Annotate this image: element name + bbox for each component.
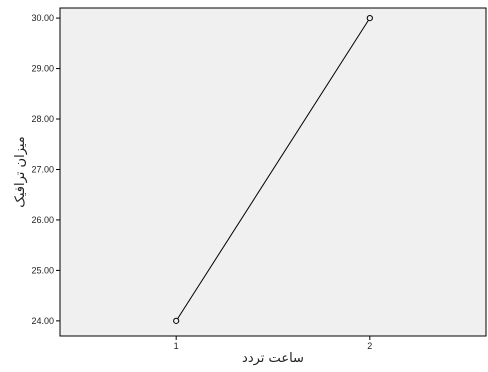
y-tick-label: 25.00: [31, 265, 54, 275]
x-tick-label: 1: [174, 341, 179, 351]
series-layer: [173, 14, 373, 324]
data-point: [173, 317, 180, 324]
plot-area: [59, 7, 487, 337]
series-line: [175, 17, 371, 322]
y-axis: 24.00 25.00 26.00 27.00 28.00 29.00 30.00: [31, 13, 60, 326]
x-axis-title: ساعت تردد: [242, 351, 304, 366]
y-tick-label: 24.00: [31, 316, 54, 326]
y-tick-label: 28.00: [31, 114, 54, 124]
x-tick-label: 2: [367, 341, 372, 351]
y-tick-label: 27.00: [31, 164, 54, 174]
y-tick-label: 29.00: [31, 64, 54, 74]
data-point: [366, 14, 373, 22]
y-tick-label: 26.00: [31, 215, 54, 225]
y-tick-label: 30.00: [31, 13, 54, 23]
y-axis-title: میزان ترافیک: [13, 136, 28, 208]
